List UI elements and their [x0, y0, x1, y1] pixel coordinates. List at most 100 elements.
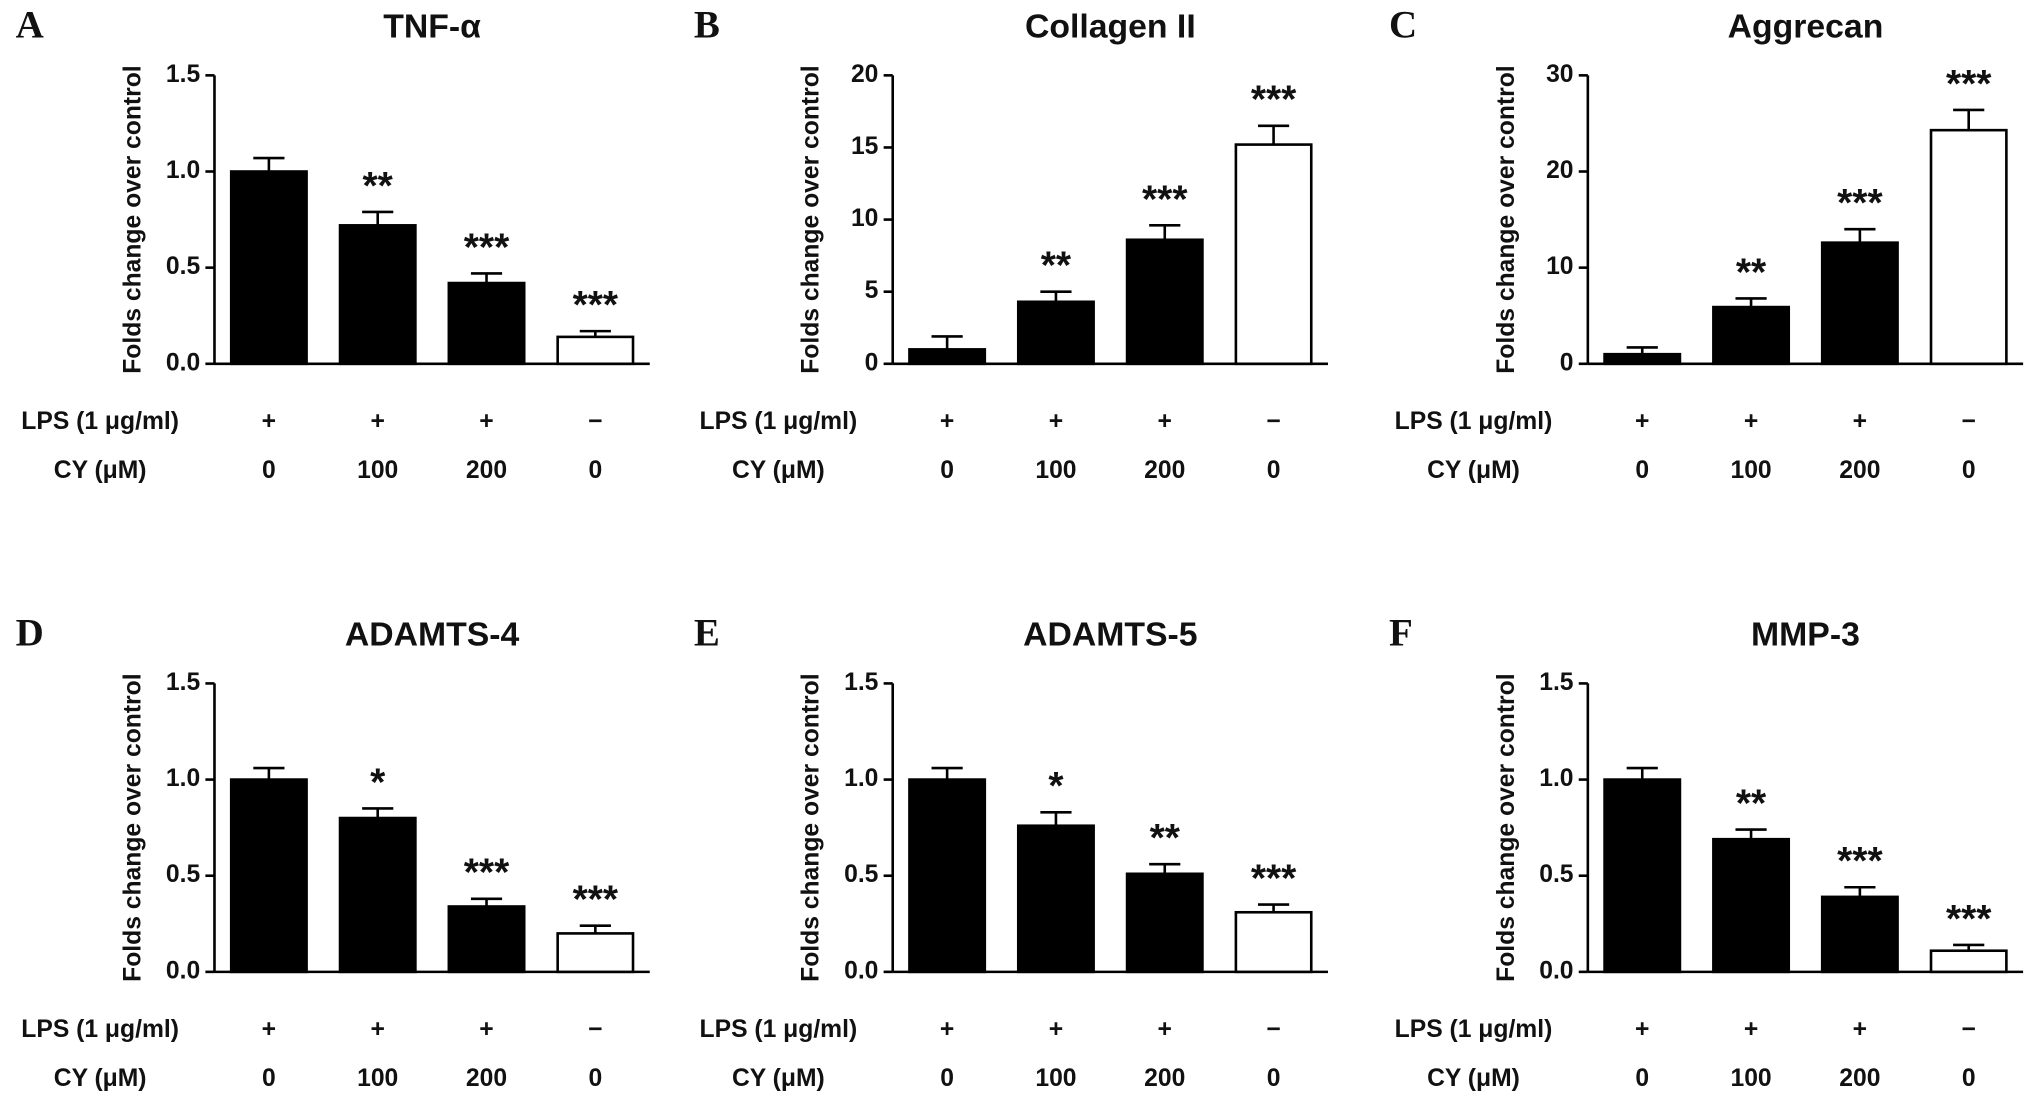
significance: ***	[464, 852, 510, 895]
significance: *	[370, 761, 386, 804]
y-tick-label: 30	[1546, 61, 1573, 88]
y-tick-label: 20	[851, 61, 878, 88]
row-value: 100	[357, 1065, 398, 1092]
significance: **	[363, 165, 394, 208]
bar	[447, 905, 526, 974]
bar	[908, 778, 987, 974]
y-axis-label: Folds change over control	[119, 673, 146, 981]
y-tick-label: 0.0	[1539, 957, 1573, 984]
row-label: LPS (1 μg/ml)	[21, 408, 179, 435]
chart-title: ADAMTS-4	[345, 616, 520, 654]
row-value: 0	[1962, 1065, 1976, 1092]
y-axis-label: Folds change over control	[1493, 65, 1520, 373]
row-value: −	[1961, 1016, 1975, 1043]
row-value: +	[1158, 1016, 1172, 1043]
row-value: 0	[940, 457, 954, 484]
row-value: 0	[1267, 1065, 1281, 1092]
y-tick-label: 1.0	[166, 157, 200, 184]
y-axis-label: Folds change over control	[1493, 673, 1520, 981]
significance: **	[1150, 817, 1181, 860]
bar	[338, 816, 417, 974]
y-tick-label: 0.5	[1539, 861, 1574, 888]
chart-title: ADAMTS-5	[1023, 616, 1197, 654]
bar	[1234, 910, 1313, 974]
row-value: 200	[466, 457, 507, 484]
y-tick-label: 0.5	[166, 861, 201, 888]
bar	[1929, 949, 2008, 974]
row-label: CY (μM)	[732, 457, 825, 484]
row-value: 0	[1635, 1065, 1649, 1092]
chart-title: MMP-3	[1751, 616, 1860, 654]
row-value: 0	[1635, 457, 1649, 484]
row-value: −	[1266, 408, 1280, 435]
row-value: +	[262, 408, 276, 435]
row-value: +	[370, 408, 384, 435]
bar	[1234, 143, 1313, 366]
bar	[338, 224, 417, 366]
row-value: +	[1635, 408, 1649, 435]
row-value: 200	[1839, 1065, 1880, 1092]
chart-title: TNF-α	[383, 8, 481, 46]
y-tick-label: 1.5	[166, 61, 201, 88]
bar	[1125, 238, 1204, 366]
row-value: +	[1158, 408, 1172, 435]
row-value: +	[940, 1016, 954, 1043]
y-tick-label: 5	[865, 277, 879, 304]
bar	[1712, 305, 1791, 366]
y-tick-label: 0.0	[166, 349, 200, 376]
y-tick-label: 0.0	[166, 957, 200, 984]
y-tick-label: 1.0	[1539, 765, 1573, 792]
row-value: +	[370, 1016, 384, 1043]
y-tick-label: 1.5	[166, 669, 201, 696]
panel-letter: E	[694, 612, 720, 655]
bar	[1603, 352, 1682, 366]
y-tick-label: 1.0	[844, 765, 878, 792]
y-tick-label: 0	[1560, 349, 1574, 376]
row-value: 0	[262, 1065, 276, 1092]
panel-letter: A	[16, 4, 44, 47]
significance: ***	[1142, 178, 1188, 221]
y-axis-label: Folds change over control	[798, 65, 825, 373]
panel-letter: F	[1389, 612, 1413, 655]
significance: **	[1041, 245, 1072, 288]
bar	[556, 932, 635, 974]
row-value: +	[940, 408, 954, 435]
significance: ***	[1251, 79, 1297, 122]
row-value: +	[262, 1016, 276, 1043]
y-tick-label: 15	[851, 133, 879, 160]
row-value: +	[1853, 408, 1867, 435]
row-label: LPS (1 μg/ml)	[21, 1016, 179, 1043]
significance: ***	[464, 226, 510, 269]
panel: D ADAMTS-4 Folds change over control 0.0 0.5…	[16, 612, 650, 1092]
bar	[1016, 300, 1095, 366]
y-tick-label: 0.0	[844, 957, 878, 984]
panel: E ADAMTS-5 Folds change over control 0.0 0.5…	[694, 612, 1328, 1092]
significance: ***	[1251, 857, 1297, 900]
row-value: 100	[357, 457, 398, 484]
bar	[1603, 778, 1682, 974]
panel: C Aggrecan Folds change over control 0 10 20 3…	[1389, 4, 2024, 484]
row-label: CY (μM)	[54, 1065, 147, 1092]
significance: ***	[1837, 182, 1883, 225]
row-value: +	[1853, 1016, 1867, 1043]
row-value: −	[1961, 408, 1975, 435]
bar	[229, 170, 308, 366]
row-value: 200	[466, 1065, 507, 1092]
row-value: 100	[1035, 1065, 1076, 1092]
row-value: 0	[1962, 457, 1976, 484]
row-label: CY (μM)	[732, 1065, 825, 1092]
row-value: 200	[1839, 457, 1880, 484]
row-value: 0	[940, 1065, 954, 1092]
row-label: CY (μM)	[54, 457, 147, 484]
bar	[556, 335, 635, 366]
row-label: LPS (1 μg/ml)	[1395, 408, 1553, 435]
row-value: +	[1049, 408, 1063, 435]
row-label: CY (μM)	[1427, 457, 1520, 484]
row-value: −	[1266, 1016, 1280, 1043]
y-axis-label: Folds change over control	[119, 65, 146, 373]
bar	[1016, 824, 1095, 974]
row-value: 0	[588, 457, 602, 484]
bar	[229, 778, 308, 974]
row-value: −	[588, 408, 602, 435]
